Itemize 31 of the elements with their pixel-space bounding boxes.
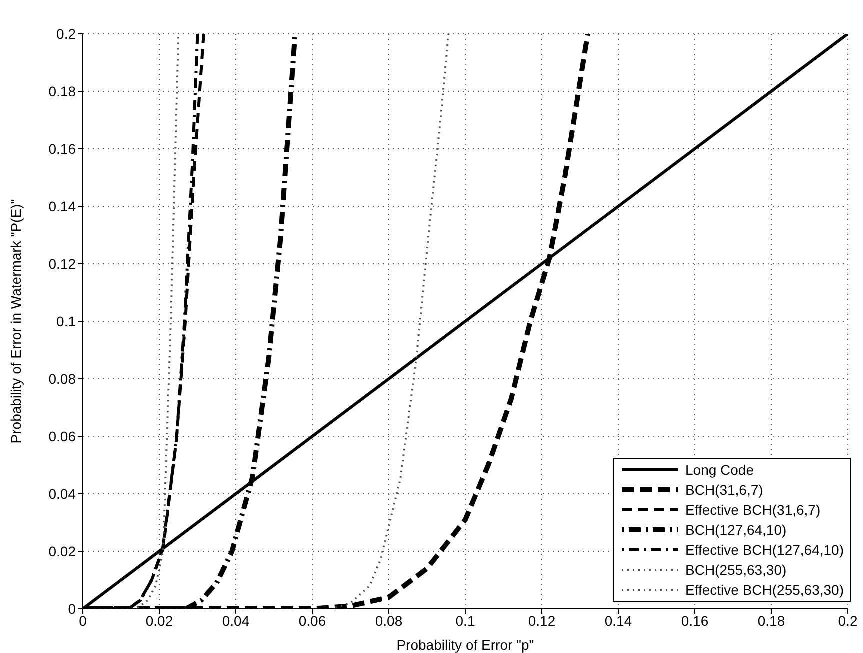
legend-label: Effective BCH(31,6,7): [686, 501, 821, 520]
y-tick-label: 0.08: [48, 370, 76, 387]
x-tick-label: 0.1: [456, 612, 476, 629]
x-tick-label: 0.16: [681, 612, 709, 629]
x-tick-label: 0.06: [298, 612, 326, 629]
y-tick-label: 0.2: [56, 26, 76, 42]
legend-label: Effective BCH(127,64,10): [686, 541, 844, 560]
y-axis-title: Probability of Error in Watermark "P(E)": [8, 199, 24, 444]
legend-label: BCH(31,6,7): [686, 481, 764, 500]
y-tick-label: 0.02: [48, 543, 76, 560]
legend-label: BCH(127,64,10): [686, 521, 787, 540]
x-tick-label: 0.2: [838, 612, 858, 629]
x-tick-label: 0.02: [146, 612, 174, 629]
x-tick-label: 0.12: [528, 612, 556, 629]
legend-label: BCH(255,63,30): [686, 561, 787, 580]
x-tick-label: 0.14: [604, 612, 632, 629]
y-tick-label: 0.12: [48, 256, 76, 272]
legend-label: Long Code: [686, 461, 754, 480]
y-tick-label: 0.1: [56, 313, 76, 330]
x-tick-label: 0.08: [375, 612, 403, 629]
y-tick-label: 0.18: [48, 83, 76, 100]
x-tick-label: 0.04: [222, 612, 250, 629]
y-tick-label: 0.06: [48, 428, 76, 444]
y-tick-label: 0.16: [48, 140, 76, 157]
y-tick-label: 0.04: [48, 486, 76, 502]
y-tick-label: 0: [68, 600, 76, 617]
legend-label: Effective BCH(255,63,30): [686, 581, 844, 600]
x-tick-label: 0.18: [758, 612, 786, 629]
y-tick-label: 0.14: [48, 198, 76, 214]
x-tick-label: 0: [79, 612, 88, 629]
x-axis-title: Probability of Error "p": [396, 637, 534, 653]
